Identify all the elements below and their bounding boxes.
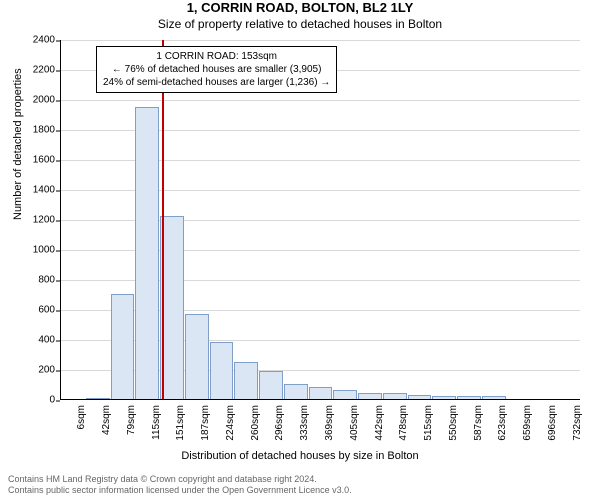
- x-tick-label: 260sqm: [250, 405, 261, 441]
- y-tick-label: 400: [15, 335, 55, 346]
- gridline: [61, 100, 580, 101]
- histogram-bar: [259, 371, 283, 400]
- x-tick-label: 405sqm: [349, 405, 360, 441]
- histogram-bar: [111, 294, 135, 399]
- x-tick-label: 115sqm: [151, 405, 162, 440]
- histogram-bar: [284, 384, 308, 399]
- x-tick-label: 587sqm: [473, 405, 484, 441]
- x-tick-label: 550sqm: [448, 405, 459, 441]
- y-axis-label: Number of detached properties: [12, 68, 24, 220]
- y-tick-label: 600: [15, 305, 55, 316]
- x-tick-label: 478sqm: [398, 405, 409, 441]
- histogram-bar: [234, 362, 258, 400]
- x-tick-label: 79sqm: [126, 405, 137, 435]
- x-tick-label: 42sqm: [101, 405, 112, 435]
- y-tick-label: 1000: [15, 245, 55, 256]
- x-tick-label: 659sqm: [522, 405, 533, 441]
- y-tick-label: 2000: [15, 95, 55, 106]
- annotation-line: 1 CORRIN ROAD: 153sqm: [103, 50, 330, 63]
- y-tick-label: 1600: [15, 155, 55, 166]
- reference-line: [162, 40, 164, 399]
- x-tick-label: 333sqm: [299, 405, 310, 441]
- footer-credits: Contains HM Land Registry data © Crown c…: [8, 474, 352, 496]
- histogram-bar: [482, 396, 506, 399]
- histogram-bar: [185, 314, 209, 400]
- histogram-bar: [135, 107, 159, 400]
- gridline: [61, 40, 580, 41]
- y-tick-label: 800: [15, 275, 55, 286]
- chart-title: 1, CORRIN ROAD, BOLTON, BL2 1LY: [0, 0, 600, 15]
- histogram-bar: [333, 390, 357, 399]
- x-tick-label: 151sqm: [175, 405, 186, 441]
- x-tick-label: 224sqm: [225, 405, 236, 441]
- histogram-bar: [408, 395, 432, 400]
- histogram-chart: 0200400600800100012001400160018002000220…: [60, 40, 580, 400]
- x-tick-label: 623sqm: [497, 405, 508, 441]
- x-tick-label: 515sqm: [423, 405, 434, 441]
- y-tick-label: 200: [15, 365, 55, 376]
- footer-line2: Contains public sector information licen…: [8, 485, 352, 496]
- histogram-bar: [383, 393, 407, 399]
- histogram-bar: [160, 216, 184, 399]
- histogram-bar: [86, 398, 110, 399]
- annotation-line: ← 76% of detached houses are smaller (3,…: [103, 63, 330, 76]
- x-tick-label: 6sqm: [76, 405, 87, 429]
- y-tick-label: 0: [15, 395, 55, 406]
- x-tick-label: 732sqm: [572, 405, 583, 441]
- chart-subtitle: Size of property relative to detached ho…: [0, 17, 600, 31]
- x-tick-label: 296sqm: [274, 405, 285, 441]
- histogram-bar: [358, 393, 382, 399]
- footer-line1: Contains HM Land Registry data © Crown c…: [8, 474, 352, 485]
- y-tick-label: 2200: [15, 65, 55, 76]
- x-tick-label: 442sqm: [374, 405, 385, 441]
- x-tick-label: 369sqm: [324, 405, 335, 441]
- y-tick-label: 1800: [15, 125, 55, 136]
- annotation-line: 24% of semi-detached houses are larger (…: [103, 76, 330, 89]
- y-tick-label: 1400: [15, 185, 55, 196]
- y-tick-label: 1200: [15, 215, 55, 226]
- plot-area: 0200400600800100012001400160018002000220…: [60, 40, 580, 400]
- y-tick-label: 2400: [15, 35, 55, 46]
- histogram-bar: [457, 396, 481, 399]
- annotation-box: 1 CORRIN ROAD: 153sqm← 76% of detached h…: [96, 46, 337, 93]
- x-tick-label: 696sqm: [547, 405, 558, 441]
- histogram-bar: [309, 387, 333, 399]
- histogram-bar: [432, 396, 456, 399]
- histogram-bar: [210, 342, 234, 399]
- x-tick-label: 187sqm: [200, 405, 211, 441]
- x-axis-label: Distribution of detached houses by size …: [0, 450, 600, 462]
